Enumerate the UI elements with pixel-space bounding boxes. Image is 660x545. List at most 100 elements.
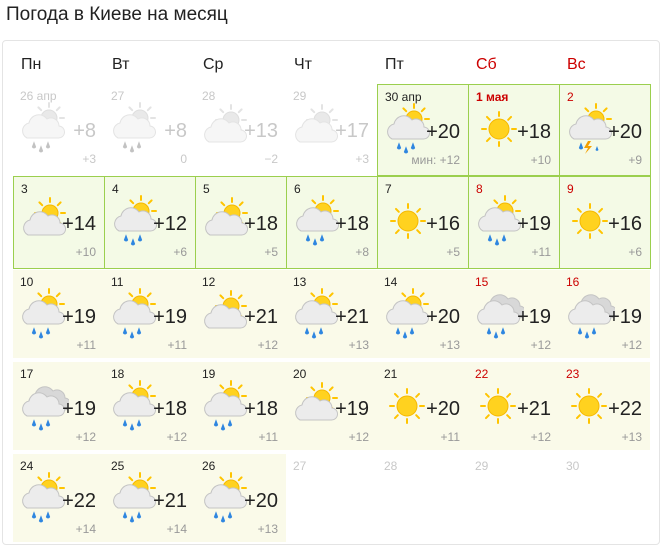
icon-part xyxy=(507,137,513,143)
icon-part xyxy=(114,195,157,246)
icon-part xyxy=(389,388,425,424)
day-cell[interactable]: 14 +20 +13 xyxy=(377,270,468,358)
day-cell[interactable]: 6 +18 +8 xyxy=(286,176,378,269)
icon-part xyxy=(204,392,247,417)
temp-min: +5 xyxy=(446,245,460,259)
day-date: 24 xyxy=(20,459,34,473)
icon-part xyxy=(576,207,582,213)
day-cell[interactable]: 7 +16 +5 xyxy=(377,176,469,269)
day-cell[interactable]: 9 +16 +6 xyxy=(559,176,651,269)
icon-part xyxy=(128,476,134,482)
icon-part xyxy=(310,386,316,392)
icon-part xyxy=(487,395,509,417)
weather-icon xyxy=(381,380,433,432)
day-cell[interactable]: 17 +19 +12 xyxy=(13,362,104,450)
weather-icon xyxy=(563,288,617,340)
day-cell[interactable]: 29 +17 +3 xyxy=(286,84,377,172)
icon-part xyxy=(488,118,510,140)
weekday-label: Пн xyxy=(21,56,42,73)
weather-icon xyxy=(108,472,160,524)
day-cell[interactable]: 26 +20 +13 xyxy=(195,454,286,542)
icon-part xyxy=(393,414,399,420)
temp-max: +19 xyxy=(608,306,642,328)
icon-part xyxy=(415,392,421,398)
day-cell[interactable]: 22 +21 +12 xyxy=(468,362,559,450)
temp-min: мин: +12 xyxy=(411,153,460,167)
temp-max: +18 xyxy=(244,398,278,420)
icon-part xyxy=(213,511,219,519)
day-cell[interactable]: 25 +21 +14 xyxy=(104,454,195,542)
icon-part xyxy=(595,146,599,151)
day-cell[interactable]: 20 +19 +12 xyxy=(286,362,377,450)
weather-icon xyxy=(199,472,251,524)
weekday-label: Ср xyxy=(203,56,224,73)
day-cell[interactable]: 3 +14 +10 xyxy=(13,176,105,269)
icon-part xyxy=(507,115,513,121)
day-date: 13 xyxy=(293,275,307,289)
icon-part xyxy=(146,292,152,298)
icon-part xyxy=(295,118,338,143)
icon-part xyxy=(122,511,128,519)
weekday-label: Чт xyxy=(294,56,312,73)
day-cell[interactable]: 30 апр +20 мин: +12 xyxy=(377,84,469,176)
temp-max: +19 xyxy=(153,306,187,328)
day-cell[interactable]: 21 +20 +11 xyxy=(377,362,468,450)
icon-part xyxy=(122,419,128,427)
day-cell[interactable]: 4 +12 +6 xyxy=(104,176,196,269)
icon-part xyxy=(22,300,65,325)
icon-part xyxy=(402,331,408,339)
day-cell[interactable]: 2 +20 +9 xyxy=(559,84,651,176)
day-cell[interactable]: 8 +19 +11 xyxy=(468,176,560,269)
day-cell[interactable]: 26 апр +8 +3 xyxy=(13,84,104,172)
temp-max: +20 xyxy=(426,398,460,420)
icon-part xyxy=(22,102,65,153)
icon-part xyxy=(129,515,135,523)
icon-part xyxy=(204,472,247,523)
icon-part xyxy=(37,476,43,482)
icon-part xyxy=(393,392,399,398)
day-date: 10 xyxy=(20,275,34,289)
icon-part xyxy=(387,103,430,154)
day-cell[interactable]: 16 +19 +12 xyxy=(559,270,650,358)
day-cell[interactable]: 5 +18 +5 xyxy=(195,176,287,269)
icon-part xyxy=(22,114,65,139)
day-cell[interactable]: 24 +22 +14 xyxy=(13,454,104,542)
icon-part xyxy=(295,104,338,143)
day-cell[interactable]: 12 +21 +12 xyxy=(195,270,286,358)
icon-part xyxy=(137,234,143,242)
temp-min: +11 xyxy=(167,338,187,352)
icon-part xyxy=(23,211,66,236)
icon-part xyxy=(577,327,583,335)
day-cell: 29 xyxy=(468,454,559,542)
day-date: 11 xyxy=(111,275,124,289)
icon-part xyxy=(237,384,243,390)
icon-part xyxy=(130,238,136,246)
day-cell[interactable]: 23 +22 +13 xyxy=(559,362,650,450)
icon-part xyxy=(205,211,248,236)
icon-part xyxy=(501,234,507,242)
temp-max: +22 xyxy=(608,398,642,420)
icon-part xyxy=(204,484,247,509)
day-cell[interactable]: 19 +18 +11 xyxy=(195,362,286,450)
day-cell[interactable]: 1 мая +18 +10 xyxy=(468,84,560,176)
day-cell[interactable]: 18 +18 +12 xyxy=(104,362,195,450)
icon-part xyxy=(131,109,149,127)
icon-part xyxy=(329,199,335,205)
temp-max: +19 xyxy=(517,213,551,235)
icon-part xyxy=(506,392,512,398)
icon-part xyxy=(219,108,225,114)
icon-part xyxy=(237,476,243,482)
day-cell[interactable]: 13 +21 +13 xyxy=(286,270,377,358)
day-cell[interactable]: 15 +19 +12 xyxy=(468,270,559,358)
icon-part xyxy=(478,207,521,232)
icon-part xyxy=(415,414,421,420)
temp-max: +14 xyxy=(62,213,96,235)
day-cell[interactable]: 28 +13 −2 xyxy=(195,84,286,172)
icon-part xyxy=(579,210,601,232)
day-date: 23 xyxy=(566,367,580,381)
day-cell[interactable]: 11 +19 +11 xyxy=(104,270,195,358)
day-cell[interactable]: 10 +19 +11 xyxy=(13,270,104,358)
day-cell[interactable]: 27 +8 0 xyxy=(104,84,195,172)
icon-part xyxy=(45,141,51,149)
icon-part xyxy=(481,111,517,147)
